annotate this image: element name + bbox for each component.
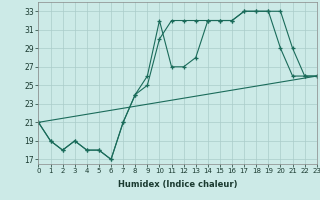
X-axis label: Humidex (Indice chaleur): Humidex (Indice chaleur) [118,180,237,189]
